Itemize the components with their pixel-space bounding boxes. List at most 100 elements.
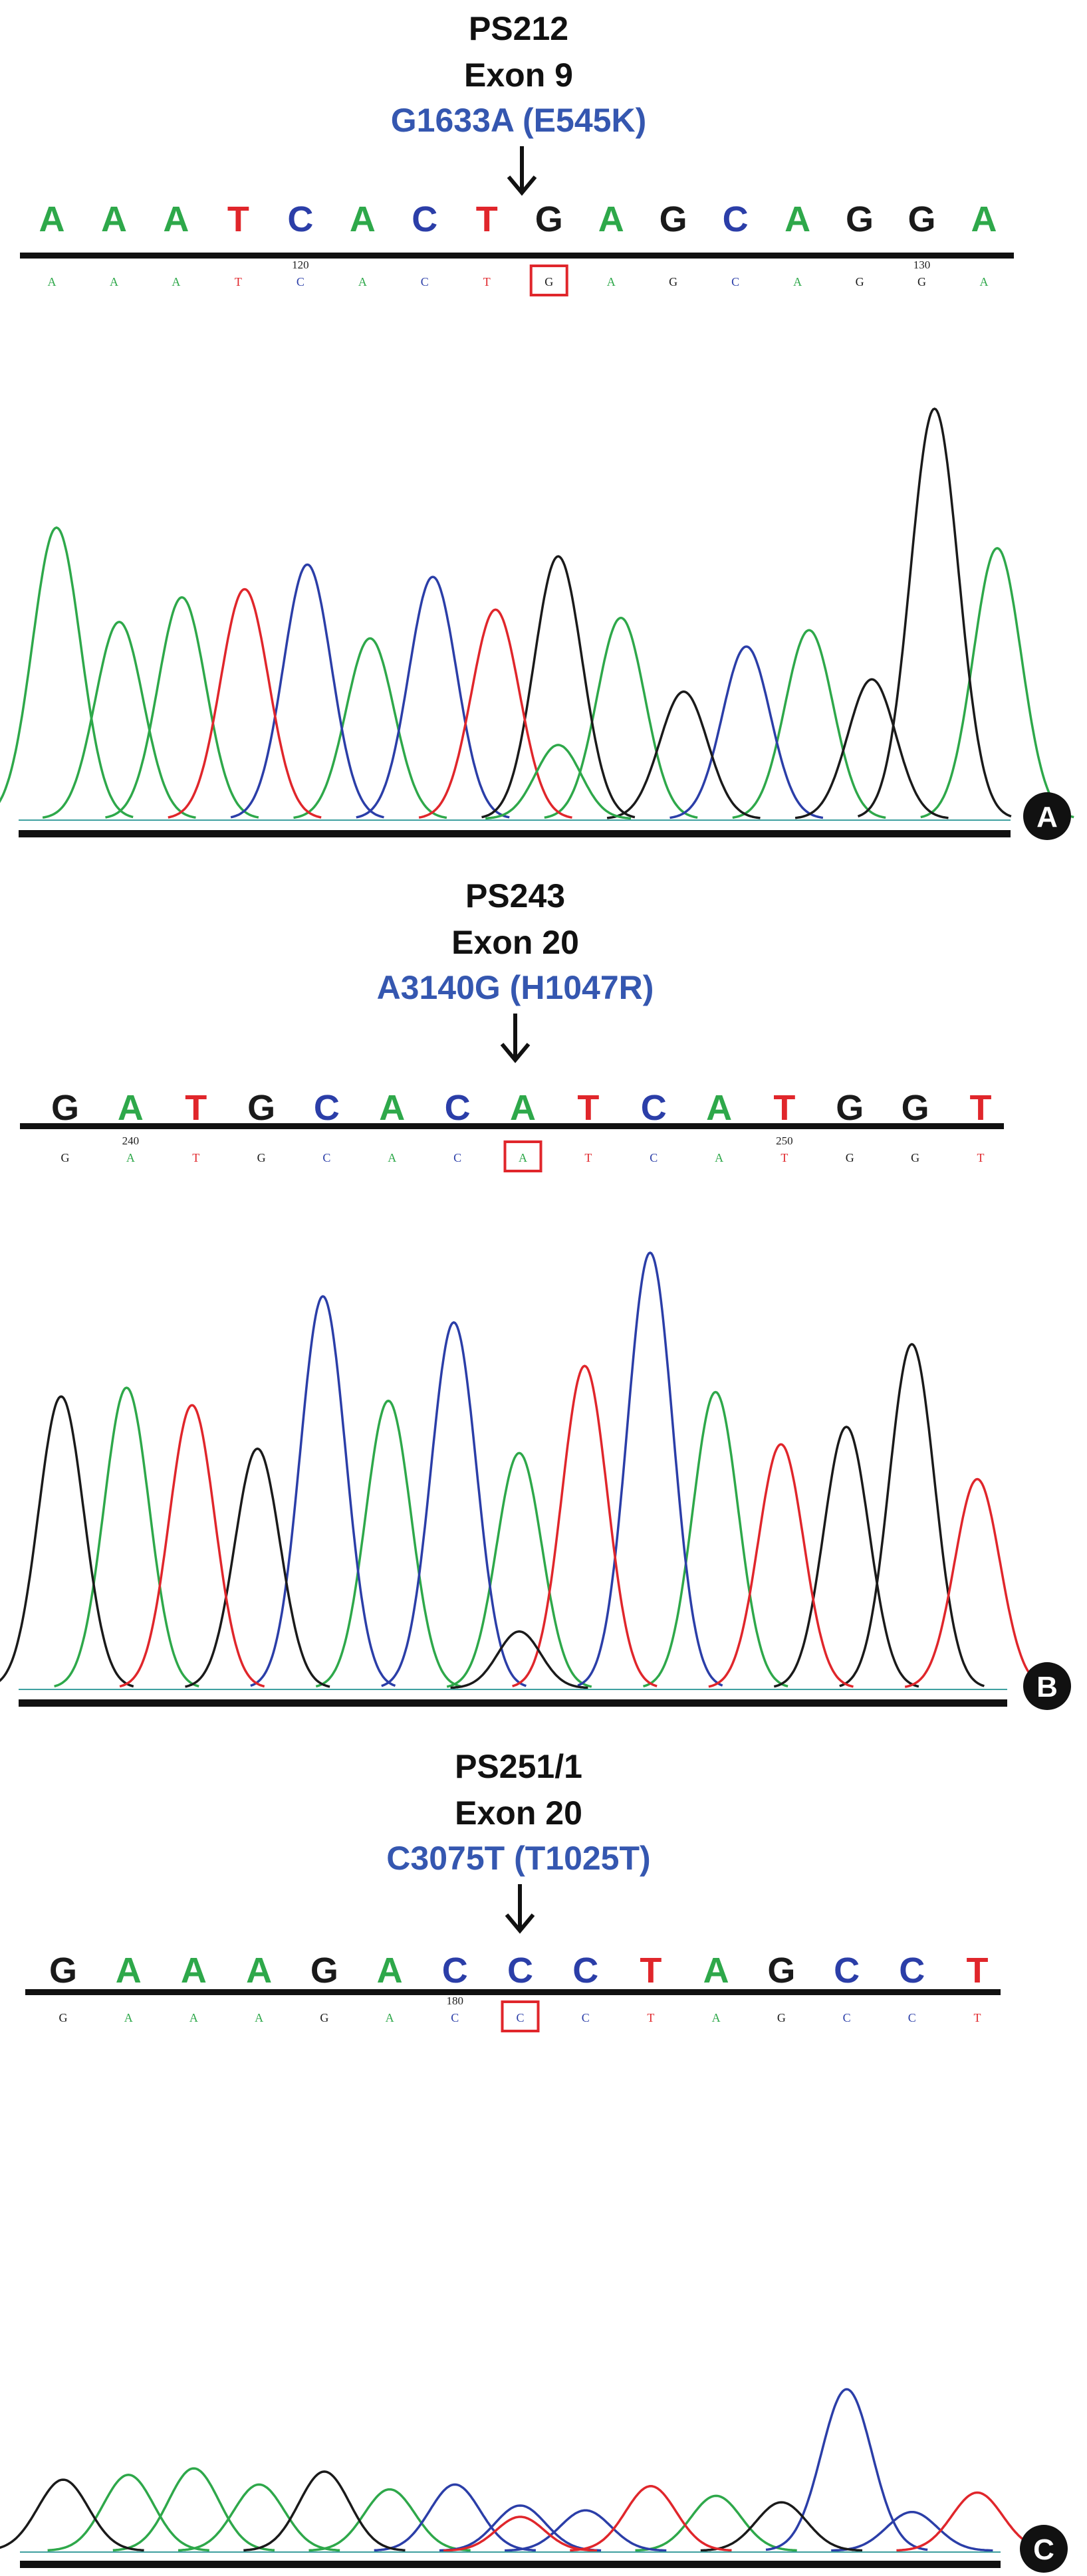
mutation-label: G1633A (E545K) xyxy=(391,102,646,139)
sequence-base: G xyxy=(51,1088,79,1128)
sequence-base: A xyxy=(118,1088,144,1128)
trace-peak-a xyxy=(308,2488,471,2552)
sample-id: PS243 xyxy=(465,877,565,914)
trace-peak-c xyxy=(831,2510,993,2552)
called-base: A xyxy=(607,275,616,288)
trace-peak-g xyxy=(606,690,761,819)
trace-peak-a xyxy=(178,2483,340,2552)
trace-peak-t xyxy=(119,1404,265,1688)
sequence-base: C xyxy=(442,1951,468,1990)
called-base: C xyxy=(582,2011,590,2024)
sequence-base: A xyxy=(246,1951,272,1990)
called-base: C xyxy=(731,275,739,288)
called-base: A xyxy=(126,1151,135,1164)
called-base: C xyxy=(843,2011,851,2024)
sequence-base: A xyxy=(377,1951,403,1990)
mutation-highlight-box xyxy=(529,265,568,296)
sequence-baseline xyxy=(20,253,1014,259)
trace-peak-c xyxy=(356,576,510,819)
trace-peak-a xyxy=(732,629,886,819)
panel-label: B xyxy=(1036,1671,1058,1703)
trace-peak-c xyxy=(374,2483,536,2552)
trace-peak-t xyxy=(418,608,572,819)
sequence-base: C xyxy=(287,199,313,239)
called-base: G xyxy=(544,275,553,288)
trace-peak-a xyxy=(47,2474,209,2552)
trace-peak-a xyxy=(0,526,134,819)
trace-peak-a xyxy=(643,1390,788,1687)
sequence-base: A xyxy=(101,199,127,239)
mutation-highlight-box xyxy=(503,1140,543,1172)
sequence-base: T xyxy=(967,1951,989,1990)
trace-peak-a xyxy=(635,2494,797,2552)
called-base: C xyxy=(322,1151,330,1164)
called-base: G xyxy=(257,1151,266,1164)
sequence-base: G xyxy=(49,1951,77,1990)
called-base: A xyxy=(386,2011,394,2024)
sample-id: PS251/1 xyxy=(455,1748,582,1785)
sequence-base: G xyxy=(660,199,687,239)
sequence-base: G xyxy=(902,1088,929,1128)
sequence-baseline xyxy=(20,1123,1004,1129)
called-base: G xyxy=(856,275,864,288)
panel-label-badge: C xyxy=(1020,2525,1068,2573)
called-base: G xyxy=(917,275,926,288)
called-base: T xyxy=(974,2011,981,2024)
called-base: A xyxy=(48,275,57,288)
trace-peak-a xyxy=(105,595,259,819)
sequence-base: A xyxy=(379,1088,405,1128)
sequence-base: A xyxy=(598,199,624,239)
sequence-base: T xyxy=(640,1951,662,1990)
sequence-base: G xyxy=(767,1951,795,1990)
called-base: G xyxy=(846,1151,854,1164)
sequence-base: C xyxy=(507,1951,533,1990)
sequence-base: T xyxy=(970,1088,992,1128)
trace-peak-c xyxy=(577,1251,723,1687)
trace-peak-a xyxy=(446,1451,592,1688)
called-base: A xyxy=(519,1151,527,1164)
sequence-base: A xyxy=(703,1951,729,1990)
called-base: T xyxy=(483,275,491,288)
called-base: A xyxy=(980,275,989,288)
trace-peak-a xyxy=(293,637,447,819)
sequence-base: G xyxy=(247,1088,275,1128)
trace-peak-g xyxy=(481,555,636,819)
panel-floor-bar xyxy=(19,1699,1007,1707)
called-base: C xyxy=(421,275,429,288)
called-base: A xyxy=(124,2011,133,2024)
trace-peak-c xyxy=(439,2504,602,2552)
called-base: C xyxy=(297,275,304,288)
trace-peak-t xyxy=(168,588,322,819)
trace-peak-g xyxy=(773,1426,919,1688)
sequence-base: A xyxy=(706,1088,732,1128)
sequence-base: G xyxy=(535,199,563,239)
called-base: A xyxy=(189,2011,198,2024)
panel-label: A xyxy=(1036,801,1058,833)
sequence-base: C xyxy=(314,1088,340,1128)
called-base: C xyxy=(453,1151,461,1164)
called-base: T xyxy=(584,1151,592,1164)
called-base: G xyxy=(61,1151,70,1164)
trace-peak-a xyxy=(544,616,698,819)
trace-peak-g xyxy=(185,1447,330,1688)
called-base: T xyxy=(977,1151,985,1164)
sample-id: PS212 xyxy=(469,10,568,47)
sequence-base: A xyxy=(163,199,189,239)
sequence-base: A xyxy=(350,199,376,239)
mutation-highlight-box xyxy=(501,2000,540,2032)
sequence-base: T xyxy=(185,1088,207,1128)
called-base: A xyxy=(358,275,367,288)
sequence-base: A xyxy=(510,1088,536,1128)
base-position-number: 240 xyxy=(122,1134,140,1147)
chromatogram-trace xyxy=(0,2388,1058,2553)
base-position-number: 120 xyxy=(292,259,309,271)
trace-peak-t xyxy=(904,1477,1050,1688)
called-base: A xyxy=(388,1151,396,1164)
trace-peak-t xyxy=(512,1364,658,1687)
mutation-arrow-icon xyxy=(505,1884,535,1934)
sequence-base: C xyxy=(445,1088,471,1128)
panel-label: C xyxy=(1033,2533,1054,2566)
